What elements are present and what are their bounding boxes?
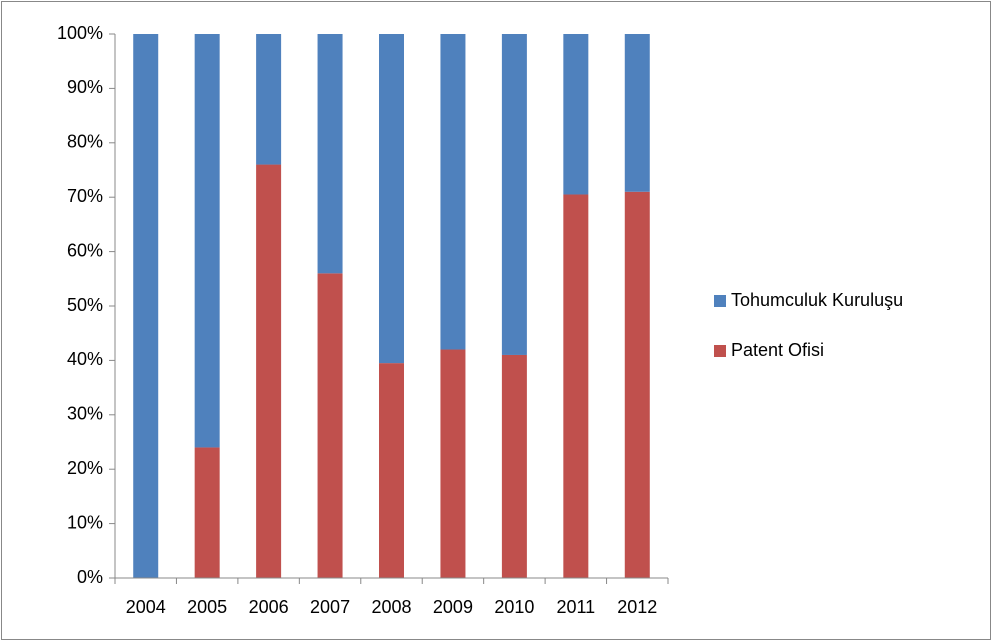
- legend-label: Tohumculuk Kuruluşu: [731, 290, 903, 310]
- x-tick-label: 2008: [371, 597, 411, 617]
- bar-segment: [624, 34, 650, 192]
- y-tick-label: 30%: [67, 404, 103, 424]
- y-tick-label: 20%: [67, 458, 103, 478]
- legend-label: Patent Ofisi: [731, 340, 824, 360]
- bar-segment: [563, 34, 589, 195]
- legend-swatch: [714, 345, 726, 357]
- y-tick-label: 10%: [67, 512, 103, 532]
- y-tick-label: 40%: [67, 349, 103, 369]
- y-tick-label: 0%: [77, 567, 103, 587]
- bar-segment: [379, 363, 404, 578]
- bar-segment: [256, 164, 282, 578]
- bar-segment: [501, 34, 527, 355]
- bar-segment: [133, 34, 159, 578]
- x-tick-label: 2012: [617, 597, 657, 617]
- bar-segment: [256, 34, 282, 165]
- bar-segment: [440, 34, 466, 350]
- legend-swatch: [714, 295, 726, 307]
- bar-segment: [194, 447, 220, 578]
- bar-segment: [194, 34, 220, 448]
- y-tick-label: 70%: [67, 186, 103, 206]
- bar-segment: [624, 191, 650, 578]
- x-tick-label: 2010: [494, 597, 534, 617]
- bar-segment: [379, 34, 404, 364]
- y-tick-label: 80%: [67, 132, 103, 152]
- bar-segment: [563, 194, 589, 579]
- y-tick-label: 60%: [67, 240, 103, 260]
- y-tick-label: 50%: [67, 295, 103, 315]
- x-tick-label: 2004: [126, 597, 166, 617]
- bar-segment: [317, 273, 343, 578]
- bar-segment: [317, 34, 343, 274]
- x-tick-label: 2009: [433, 597, 473, 617]
- x-tick-label: 2005: [187, 597, 227, 617]
- x-tick-label: 2007: [310, 597, 350, 617]
- y-tick-label: 100%: [57, 23, 103, 43]
- x-tick-label: 2006: [249, 597, 289, 617]
- y-tick-label: 90%: [67, 77, 103, 97]
- bar-segment: [501, 354, 527, 578]
- x-tick-label: 2011: [556, 597, 595, 617]
- bar-segment: [440, 349, 466, 578]
